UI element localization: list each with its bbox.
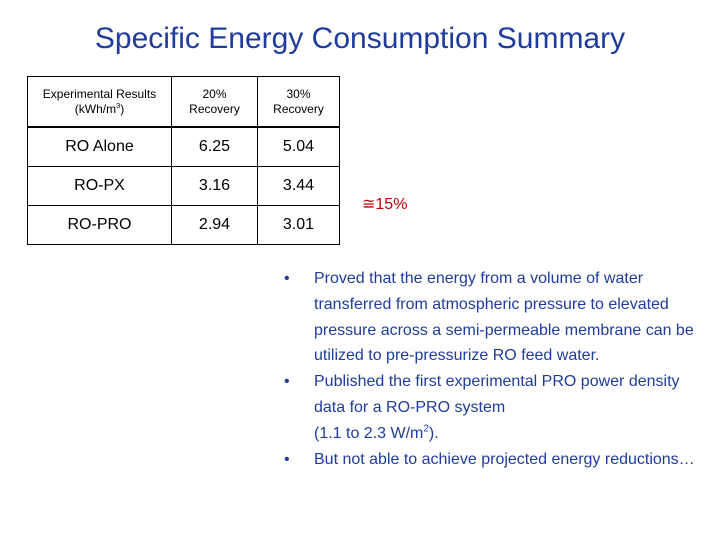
cell-30-recovery: 3.44 (257, 166, 340, 206)
table-row: RO-PRO 2.94 3.01 (27, 205, 340, 245)
bullet-item: • Proved that the energy from a volume o… (284, 266, 704, 369)
bullet-dot: • (284, 270, 290, 287)
bullet-item: • But not able to achieve projected ener… (284, 447, 704, 473)
bullet-text: Published the first experimental PRO pow… (314, 373, 680, 416)
power-density-range: (1.1 to 2.3 W/m (314, 424, 424, 442)
results-table: Experimental Results (kWh/m3) 20% Recove… (27, 76, 340, 245)
cell-20-recovery: 6.25 (171, 126, 258, 167)
row-label: RO-PRO (27, 205, 172, 245)
header-20-recovery: 20% Recovery (171, 76, 258, 128)
cell-20-recovery: 2.94 (171, 205, 258, 245)
bullet-text: Proved that the energy from a volume of … (314, 270, 694, 365)
cell-20-recovery: 3.16 (171, 166, 258, 206)
bullet-item: • Published the first experimental PRO p… (284, 369, 704, 446)
bullet-dot: • (284, 450, 290, 468)
row-label: RO-PX (27, 166, 172, 206)
slide-title: Specific Energy Consumption Summary (94, 22, 626, 55)
table-row: RO Alone 6.25 5.04 (27, 126, 340, 167)
header-30-recovery: 30% Recovery (257, 76, 340, 128)
cell-30-recovery: 5.04 (257, 126, 340, 167)
bullet-dot: • (284, 373, 290, 391)
bullet-list: • Proved that the energy from a volume o… (284, 266, 704, 472)
bullet-text: But not able to achieve projected energy… (314, 450, 695, 468)
header-experimental-results: Experimental Results (kWh/m3) (27, 76, 172, 128)
cell-30-recovery: 3.01 (257, 205, 340, 245)
row-label: RO Alone (27, 126, 172, 167)
table-header-row: Experimental Results (kWh/m3) 20% Recove… (27, 76, 340, 128)
table-row: RO-PX 3.16 3.44 (27, 166, 340, 206)
reduction-annotation: ≅15% (362, 196, 408, 213)
